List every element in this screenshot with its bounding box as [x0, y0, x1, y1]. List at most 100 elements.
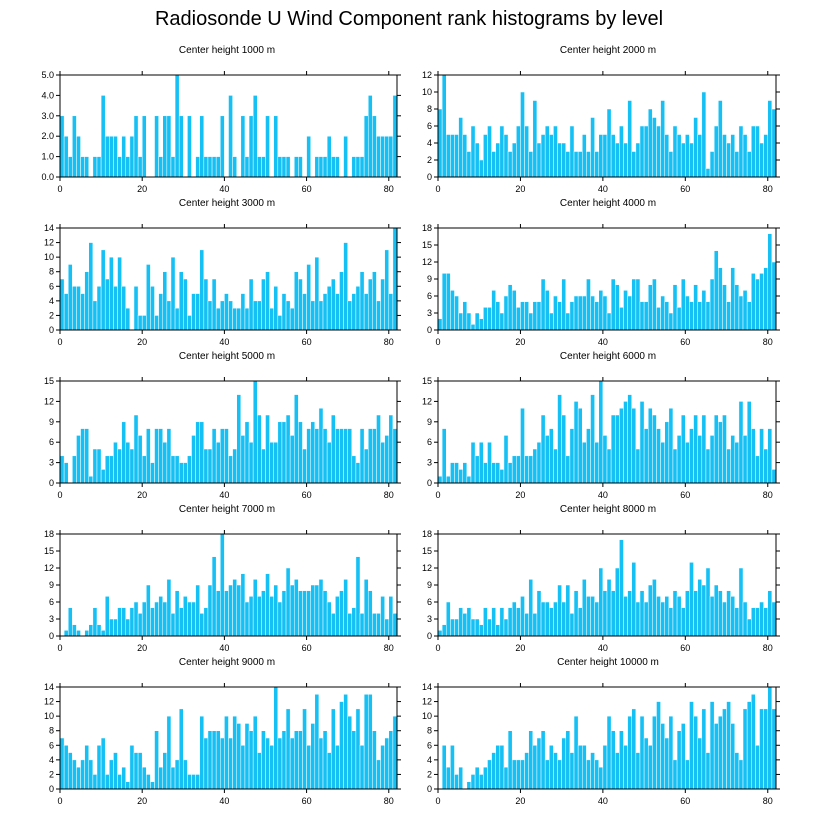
histogram-bar	[232, 448, 237, 484]
histogram-bar	[228, 95, 233, 178]
histogram-bar	[388, 293, 394, 331]
histogram-bar	[298, 590, 303, 637]
histogram-bar	[656, 428, 661, 484]
histogram-panel: Center height 2000 m 0 2 4 6 8 10 12 0 20 40 60 80	[410, 45, 818, 195]
histogram-bar	[660, 723, 665, 790]
histogram-bar	[619, 307, 624, 331]
histogram-bar	[639, 301, 645, 331]
histogram-bar	[294, 579, 299, 637]
histogram-bar	[718, 267, 723, 331]
x-tick-label: 20	[137, 184, 147, 194]
histogram-bar	[384, 435, 390, 484]
histogram-bar	[582, 579, 587, 637]
histogram-bar	[236, 307, 242, 331]
histogram-bar	[565, 455, 571, 484]
histogram-bar	[306, 428, 311, 484]
y-tick-label: 0	[49, 478, 54, 488]
histogram-bar	[713, 250, 719, 331]
figure-title: Radiosonde U Wind Component rank histogr…	[154, 8, 664, 30]
histogram-bar	[183, 759, 188, 790]
histogram-bar	[195, 421, 200, 484]
histogram-bar	[676, 596, 682, 637]
histogram-bar	[540, 601, 546, 637]
histogram-bar	[322, 156, 328, 178]
histogram-bar	[664, 301, 670, 331]
histogram-bar	[281, 293, 287, 331]
histogram-bar	[125, 156, 131, 178]
histogram-bar	[376, 613, 381, 637]
x-tick-label: 20	[137, 337, 147, 347]
histogram-bar	[450, 290, 455, 331]
histogram-bar	[462, 613, 468, 637]
histogram-bar	[343, 579, 348, 637]
histogram-bar	[685, 134, 690, 178]
histogram-bar	[125, 307, 131, 331]
histogram-bar	[532, 745, 538, 790]
histogram-bar	[598, 567, 604, 637]
histogram-bar	[697, 301, 703, 331]
histogram-bar	[557, 394, 562, 484]
histogram-bar	[170, 156, 176, 178]
histogram-bar	[113, 135, 118, 178]
histogram-bar	[199, 421, 205, 484]
x-tick-label: 20	[137, 643, 147, 653]
y-tick-label: 10	[44, 711, 54, 721]
histogram-bar	[458, 607, 463, 637]
histogram-bar	[705, 448, 711, 484]
histogram-bar	[549, 607, 554, 637]
histogram-bar	[499, 745, 505, 790]
histogram-bar	[240, 435, 246, 484]
histogram-bar	[220, 115, 225, 178]
histogram-bar	[586, 428, 591, 484]
x-tick-label: 0	[57, 490, 62, 500]
histogram-bar	[610, 730, 616, 790]
histogram-bar	[594, 441, 600, 484]
y-tick-label: 3	[427, 614, 432, 624]
histogram-bar	[335, 596, 340, 637]
histogram-bar	[59, 115, 65, 178]
histogram-bar	[166, 300, 172, 331]
histogram-bar	[602, 435, 608, 484]
y-tick-label: 1.0	[41, 152, 54, 162]
histogram-bar	[269, 307, 274, 331]
histogram-bar	[474, 312, 480, 331]
histogram-bar	[207, 730, 213, 790]
histogram-bar	[685, 759, 690, 790]
histogram-bar	[676, 307, 682, 331]
histogram-bar	[598, 290, 604, 331]
histogram-bar	[273, 115, 279, 178]
histogram-bar	[763, 267, 769, 331]
histogram-bar	[261, 156, 266, 178]
histogram-bar	[372, 115, 377, 178]
histogram-bar	[565, 151, 571, 178]
histogram-bar	[767, 233, 773, 331]
histogram-bar	[524, 125, 529, 178]
histogram-bar	[701, 584, 707, 637]
histogram-bar	[557, 759, 562, 790]
y-tick-label: 2	[427, 769, 432, 779]
histogram-bar	[220, 300, 225, 331]
histogram-bar	[121, 766, 127, 790]
histogram-bar	[466, 312, 472, 331]
histogram-bar	[228, 584, 233, 637]
histogram-bar	[516, 759, 521, 790]
histogram-bar	[524, 752, 529, 790]
histogram-bar	[372, 428, 377, 484]
histogram-bar	[88, 759, 94, 790]
histogram-bar	[614, 752, 620, 790]
y-tick-label: 9	[49, 580, 54, 590]
histogram-bar	[302, 590, 307, 637]
histogram-bar	[109, 455, 114, 484]
histogram-bar	[129, 745, 135, 790]
histogram-bar	[647, 284, 653, 331]
histogram-bar	[277, 601, 283, 637]
histogram-bar	[751, 607, 756, 637]
histogram-bar	[359, 745, 365, 790]
histogram-bar	[183, 596, 188, 637]
histogram-bar	[367, 590, 373, 637]
histogram-bar	[224, 428, 229, 484]
histogram-bar	[257, 752, 262, 790]
histogram-bar	[133, 752, 139, 790]
histogram-bar	[507, 284, 513, 331]
histogram-bar	[310, 584, 316, 637]
